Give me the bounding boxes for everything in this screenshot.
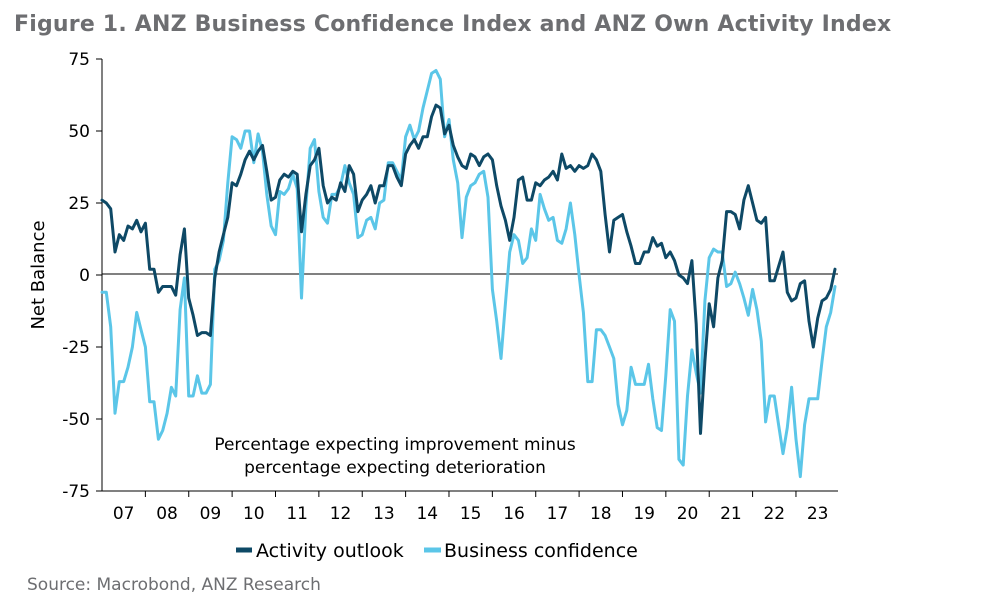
annotation-line-1: Percentage expecting improvement minus: [214, 435, 576, 455]
y-tick-label: 0: [79, 266, 90, 286]
x-tick-label: 13: [373, 504, 395, 524]
chart-title: Figure 1. ANZ Business Confidence Index …: [14, 12, 892, 37]
annotation-line-2: percentage expecting deterioration: [244, 458, 546, 478]
series-group: [100, 69, 837, 479]
y-tick-group: 75 50 25 0 -25 -50 -75: [62, 50, 102, 502]
x-tick-label: 09: [200, 504, 222, 524]
series-line-activity-outlook: [100, 103, 837, 435]
x-tick-label: 16: [503, 504, 525, 524]
y-tick-label: 25: [68, 194, 90, 214]
x-tick-label: 15: [460, 504, 482, 524]
x-tick-label: 17: [547, 504, 569, 524]
x-tick-label: 21: [720, 504, 742, 524]
source-note: Source: Macrobond, ANZ Research: [27, 575, 321, 595]
x-tick-label: 18: [590, 504, 612, 524]
x-tick-label: 11: [286, 504, 308, 524]
legend: Activity outlook Business confidence: [236, 540, 638, 562]
x-tick-label: 22: [763, 504, 785, 524]
y-tick-label: 75: [68, 50, 90, 70]
y-tick-label: 50: [68, 122, 90, 142]
y-tick-label: -50: [62, 410, 90, 430]
x-tick-label: 10: [243, 504, 265, 524]
legend-label-activity-outlook: Activity outlook: [256, 540, 404, 562]
x-tick-label: 23: [807, 504, 829, 524]
x-tick-label: 08: [156, 504, 178, 524]
y-axis-label: Net Balance: [28, 220, 49, 329]
x-tick-group: 07 08 09 10 11 12 13 14 15 16 17 18 19 20 21 22 23: [113, 491, 829, 524]
x-tick-label: 19: [633, 504, 655, 524]
x-tick-label: 20: [677, 504, 699, 524]
y-tick-label: -75: [62, 482, 90, 502]
x-tick-label: 07: [113, 504, 135, 524]
x-tick-label: 14: [416, 504, 438, 524]
legend-label-business-confidence: Business confidence: [444, 540, 638, 562]
y-tick-label: -25: [62, 338, 90, 358]
x-tick-label: 12: [330, 504, 352, 524]
